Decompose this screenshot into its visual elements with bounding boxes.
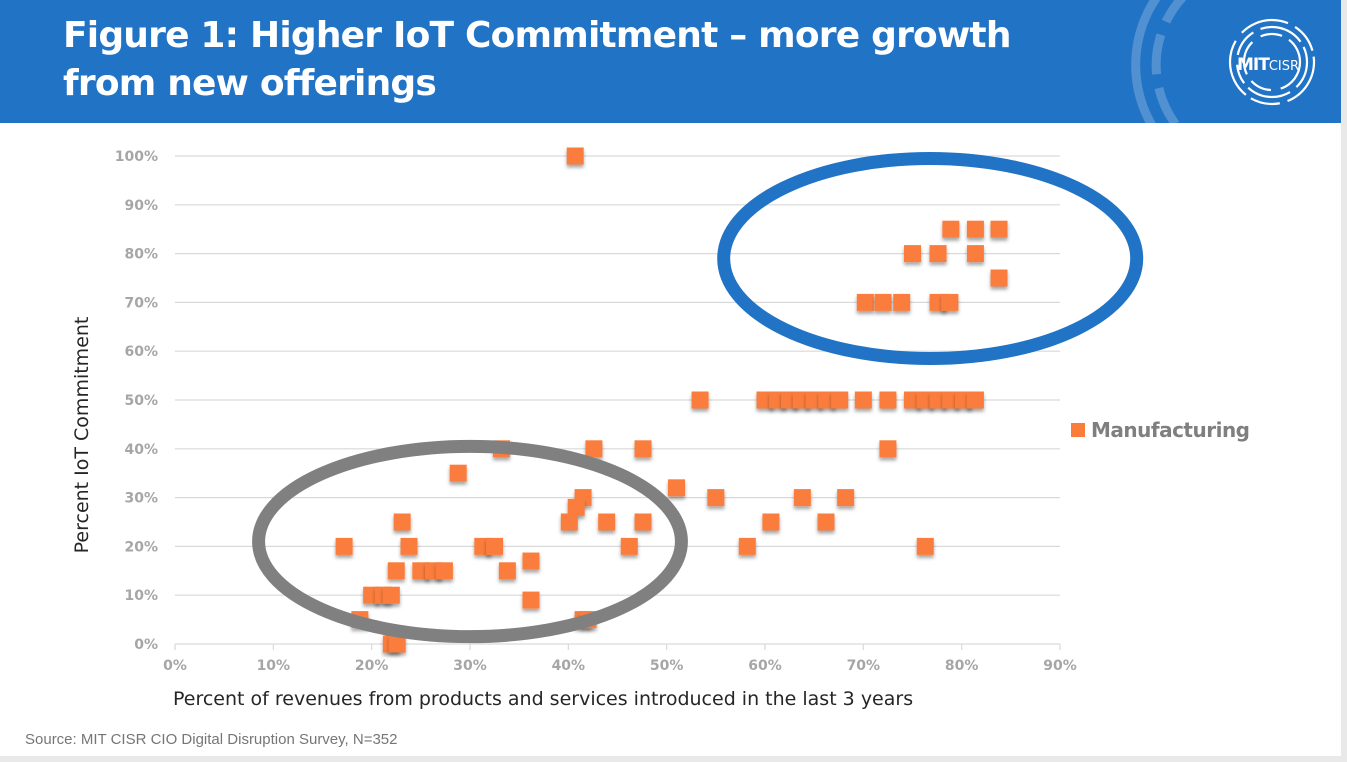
data-point <box>634 513 652 531</box>
x-tick-label: 80% <box>945 658 979 674</box>
logo-text: MITCISR <box>1237 55 1299 75</box>
data-point <box>560 513 578 531</box>
data-point <box>498 562 516 580</box>
data-point <box>335 537 353 555</box>
data-point <box>966 391 984 409</box>
x-axis-ticks: 0% 10% 20% 30% 40% 50% 60% 70% 80% 90% <box>163 644 1077 674</box>
data-point <box>831 391 849 409</box>
data-point <box>486 537 504 555</box>
data-point <box>942 391 960 409</box>
y-tick-label: 20% <box>124 539 158 555</box>
data-point <box>382 586 400 604</box>
data-point <box>567 498 585 516</box>
x-tick-label: 90% <box>1043 658 1077 674</box>
x-tick-label: 30% <box>453 658 487 674</box>
mit-cisr-logo-icon <box>1131 0 1316 123</box>
data-points <box>335 147 1008 653</box>
data-point <box>393 513 411 531</box>
slide-header: Figure 1: Higher IoT Commitment – more g… <box>0 0 1341 123</box>
slide-title: Figure 1: Higher IoT Commitment – more g… <box>63 15 1011 104</box>
chart-legend: Manufacturing <box>1071 418 1250 442</box>
y-tick-label: 60% <box>124 344 158 360</box>
low-commitment-ellipse <box>252 439 688 644</box>
y-tick-label: 30% <box>124 491 158 507</box>
data-point <box>522 591 540 609</box>
source-note: Source: MIT CISR CIO Digital Disruption … <box>25 731 398 748</box>
y-tick-label: 50% <box>124 393 158 409</box>
y-axis-title: Percent IoT Commitment <box>71 317 93 554</box>
data-point <box>388 635 406 653</box>
data-point <box>707 489 725 507</box>
data-point <box>738 537 756 555</box>
data-point <box>412 562 430 580</box>
data-point <box>598 513 616 531</box>
x-tick-label: 20% <box>355 658 389 674</box>
data-point <box>990 269 1008 287</box>
data-point <box>929 391 947 409</box>
data-point <box>387 562 405 580</box>
x-tick-label: 40% <box>552 658 586 674</box>
data-point <box>634 440 652 458</box>
scatter-chart: 0% 10% 20% 30% 40% 50% 60% 70% 80% 90% 100% 0% 10% 2… <box>71 147 1144 710</box>
x-tick-label: 10% <box>257 658 291 674</box>
y-tick-label: 70% <box>124 295 158 311</box>
data-point <box>893 293 911 311</box>
data-point <box>805 391 823 409</box>
data-point <box>966 245 984 263</box>
data-point <box>817 513 835 531</box>
y-tick-label: 100% <box>115 149 158 165</box>
data-point <box>792 391 810 409</box>
data-point <box>929 245 947 263</box>
data-point <box>668 479 685 497</box>
x-tick-label: 0% <box>163 658 187 674</box>
x-tick-label: 60% <box>748 658 782 674</box>
y-tick-label: 0% <box>134 637 158 653</box>
data-point <box>941 293 959 311</box>
y-tick-label: 40% <box>124 442 158 458</box>
legend-label-manufacturing: Manufacturing <box>1091 418 1250 442</box>
data-point <box>400 537 418 555</box>
data-point <box>449 464 467 482</box>
data-point <box>566 147 584 165</box>
data-point <box>522 552 540 570</box>
data-point <box>916 391 934 409</box>
data-point <box>879 391 897 409</box>
data-point <box>904 391 921 409</box>
logo-secondary: CISR <box>1268 59 1300 74</box>
slide-shadow <box>0 756 1347 762</box>
data-point <box>904 245 921 263</box>
data-point <box>762 513 780 531</box>
data-point <box>854 391 872 409</box>
slide-shadow <box>1341 0 1347 762</box>
y-tick-label: 10% <box>124 588 158 604</box>
y-axis-ticks: 0% 10% 20% 30% 40% 50% 60% 70% 80% 90% 100% <box>115 149 158 653</box>
data-point <box>942 220 960 238</box>
data-point <box>837 489 855 507</box>
data-point <box>793 489 811 507</box>
annotations <box>252 151 1144 644</box>
data-point <box>874 293 892 311</box>
y-tick-label: 80% <box>124 247 158 263</box>
high-commitment-ellipse <box>717 151 1144 366</box>
data-point <box>818 391 836 409</box>
data-point <box>691 391 709 409</box>
x-tick-label: 50% <box>650 658 684 674</box>
data-point <box>856 293 874 311</box>
data-point <box>990 220 1008 238</box>
data-point <box>435 562 453 580</box>
data-point <box>620 537 638 555</box>
x-axis-title: Percent of revenues from products and se… <box>173 688 913 710</box>
logo-primary: MIT <box>1237 55 1270 75</box>
data-point <box>879 440 897 458</box>
legend-swatch-manufacturing <box>1071 423 1085 437</box>
y-tick-label: 90% <box>124 198 158 214</box>
x-tick-label: 70% <box>847 658 881 674</box>
data-point <box>585 440 603 458</box>
data-point <box>966 220 984 238</box>
data-point <box>756 391 774 409</box>
data-point <box>916 537 934 555</box>
